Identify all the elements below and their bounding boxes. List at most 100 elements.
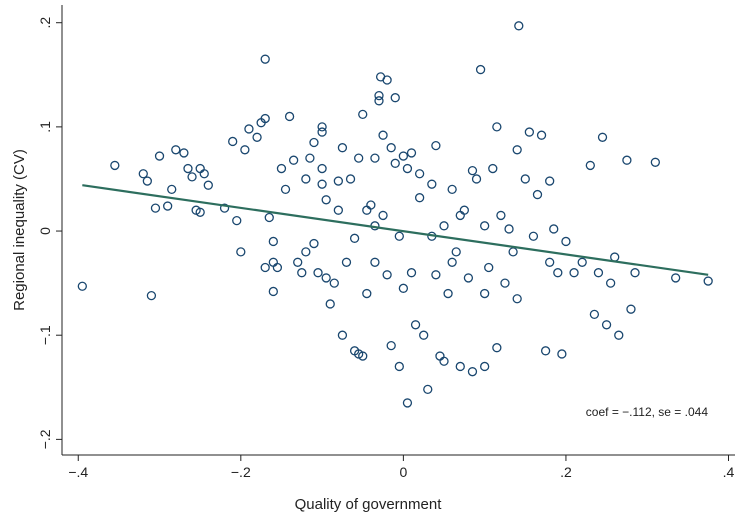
x-tick-label: .4: [723, 464, 735, 480]
point: [549, 224, 559, 234]
point: [475, 64, 486, 75]
point: [492, 343, 502, 353]
point: [439, 356, 449, 366]
point: [480, 361, 490, 372]
point: [455, 361, 465, 372]
point: [431, 270, 441, 280]
point: [366, 200, 376, 210]
point: [512, 294, 522, 304]
point: [142, 176, 152, 186]
point: [317, 179, 327, 189]
fit-line: [82, 184, 709, 276]
point: [514, 21, 524, 31]
point: [545, 176, 555, 186]
y-axis-title: Regional inequality (CV): [11, 149, 28, 311]
point: [240, 145, 250, 155]
y-tick-label: −.1: [37, 325, 53, 345]
point: [447, 184, 457, 195]
point: [337, 330, 348, 340]
point: [394, 231, 404, 241]
point: [622, 155, 632, 165]
point: [358, 351, 368, 361]
point: [309, 137, 319, 148]
point: [333, 176, 344, 186]
point: [341, 257, 352, 267]
point: [459, 205, 469, 215]
point: [585, 160, 595, 171]
y-tick-label: .1: [37, 121, 53, 133]
point: [553, 268, 563, 278]
point: [398, 283, 409, 293]
point: [378, 210, 388, 221]
x-tick-label: −.4: [68, 464, 88, 480]
point: [386, 143, 396, 153]
point: [496, 210, 506, 221]
point: [402, 398, 413, 408]
point: [394, 361, 404, 372]
point: [532, 189, 543, 200]
y-tick-label: −.2: [37, 429, 53, 449]
y-tick-label: 0: [37, 227, 53, 235]
point: [358, 109, 368, 120]
point: [467, 367, 478, 377]
point: [626, 304, 636, 314]
point: [228, 136, 238, 147]
point: [386, 340, 396, 351]
point: [703, 276, 713, 286]
point: [232, 215, 242, 226]
point: [447, 257, 457, 267]
point: [593, 268, 604, 278]
point: [219, 203, 230, 213]
point: [605, 278, 616, 288]
point: [297, 268, 307, 278]
point: [260, 113, 270, 124]
point: [146, 290, 157, 301]
point: [480, 221, 490, 231]
point: [317, 122, 327, 132]
point: [512, 145, 522, 155]
point: [650, 157, 660, 167]
point: [187, 172, 197, 182]
point: [252, 132, 262, 142]
point: [390, 93, 400, 103]
point: [345, 174, 356, 184]
point: [280, 184, 291, 195]
point: [671, 273, 681, 283]
point: [545, 257, 555, 267]
x-tick-label: 0: [399, 464, 407, 480]
point: [467, 165, 478, 176]
point: [317, 127, 327, 137]
point: [569, 268, 579, 278]
point: [288, 155, 299, 165]
point: [264, 212, 274, 223]
point: [305, 153, 315, 163]
point: [630, 268, 640, 278]
point: [183, 163, 193, 174]
point: [536, 130, 547, 140]
point: [284, 111, 295, 122]
point: [110, 160, 120, 171]
point: [370, 257, 380, 267]
point: [362, 288, 372, 299]
point: [354, 153, 364, 163]
point: [337, 143, 348, 153]
point: [504, 224, 514, 234]
point: [329, 278, 339, 288]
point: [349, 233, 360, 243]
point: [244, 124, 254, 134]
point: [540, 346, 551, 356]
point: [455, 210, 465, 221]
point: [451, 247, 461, 257]
point: [601, 320, 612, 330]
point: [362, 205, 372, 215]
point: [378, 130, 388, 140]
point: [500, 278, 510, 288]
point: [77, 281, 87, 291]
point: [370, 153, 380, 163]
y-tick-label: .2: [37, 17, 53, 29]
point: [272, 262, 283, 273]
point: [520, 174, 530, 184]
point: [414, 193, 425, 203]
point: [260, 262, 270, 273]
